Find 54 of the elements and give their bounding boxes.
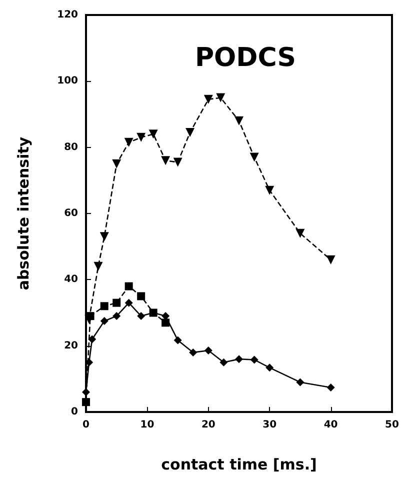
point bbox=[100, 232, 109, 242]
y-tick-label: 80 bbox=[64, 142, 78, 153]
point bbox=[112, 298, 121, 307]
y-tick-label: 0 bbox=[71, 406, 78, 418]
point bbox=[216, 93, 226, 102]
point bbox=[148, 130, 158, 139]
y-tick-label: 20 bbox=[64, 340, 78, 352]
point bbox=[265, 186, 274, 195]
y-tick-label: 100 bbox=[57, 76, 78, 87]
point bbox=[204, 94, 213, 104]
point bbox=[100, 302, 108, 310]
x-axis-title: contact time [ms.] bbox=[161, 456, 317, 474]
x-tick-label: 0 bbox=[82, 420, 90, 430]
point bbox=[94, 262, 103, 271]
x-tick-label: 30 bbox=[262, 420, 277, 430]
y-axis-title: absolute intensity bbox=[14, 136, 32, 290]
point bbox=[266, 364, 274, 372]
y-tick-label: 120 bbox=[57, 10, 78, 20]
point bbox=[250, 152, 259, 162]
x-tick-label: 50 bbox=[385, 420, 399, 430]
point bbox=[88, 335, 96, 344]
point bbox=[136, 132, 146, 142]
y-tick-label: 40 bbox=[64, 274, 78, 286]
point bbox=[234, 116, 244, 126]
point bbox=[186, 128, 195, 137]
point bbox=[174, 336, 182, 344]
point bbox=[82, 388, 90, 396]
point bbox=[296, 378, 304, 386]
point bbox=[250, 356, 258, 364]
point bbox=[326, 255, 336, 264]
point bbox=[162, 318, 170, 327]
x-tick-label: 20 bbox=[201, 420, 216, 430]
point bbox=[124, 298, 133, 307]
x-tick-label: 40 bbox=[324, 420, 338, 430]
point bbox=[100, 317, 108, 326]
annotation: PODCS bbox=[195, 43, 296, 73]
point bbox=[235, 355, 243, 364]
point bbox=[220, 358, 228, 366]
point bbox=[82, 398, 90, 406]
point bbox=[137, 292, 146, 300]
point bbox=[204, 346, 212, 354]
point bbox=[124, 138, 134, 147]
x-tick-label: 10 bbox=[140, 420, 154, 430]
point bbox=[112, 159, 122, 168]
point bbox=[296, 228, 305, 238]
point bbox=[86, 312, 94, 320]
y-tick-label: 60 bbox=[64, 208, 78, 219]
point bbox=[124, 282, 133, 290]
point bbox=[173, 158, 182, 167]
point bbox=[189, 348, 198, 356]
point bbox=[137, 312, 146, 320]
point bbox=[161, 156, 170, 166]
point bbox=[112, 312, 121, 320]
point bbox=[326, 384, 335, 392]
